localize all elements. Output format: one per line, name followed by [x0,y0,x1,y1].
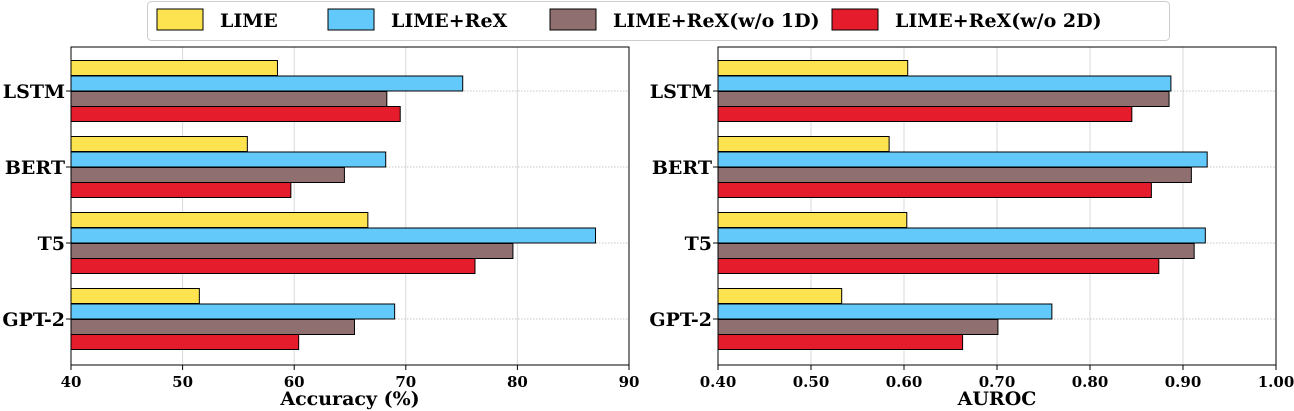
bar-gpt-2-1 [717,288,843,304]
bar-gpt-2-1 [70,288,200,304]
legend-swatch-2 [327,8,375,31]
bar-gpt-2-3 [70,319,355,335]
bar-gpt-2-2 [717,303,1053,320]
bar-bert-2 [70,151,387,168]
x-tick-label: 60 [284,373,305,391]
x-tick-label: 0.60 [886,373,923,391]
x-tick-label: 80 [507,373,528,391]
bar-bert-3 [717,167,1192,183]
bar-lstm-1 [70,60,278,76]
x-tick-label: 50 [172,373,193,391]
bar-bert-3 [70,167,345,183]
bar-lstm-4 [717,106,1133,122]
category-label-gpt-2: GPT-2 [2,309,65,331]
bar-t5-2 [70,227,597,244]
bar-t5-1 [717,212,908,228]
legend-label-3: LIME+ReX(w/o 1D) [613,10,820,32]
legend-swatch-1 [156,8,204,31]
legend-label-4: LIME+ReX(w/o 2D) [895,10,1102,32]
bar-lstm-1 [717,60,909,76]
bar-bert-1 [70,136,248,152]
legend: LIME LIME+ReX LIME+ReX(w/o 1D) LIME+ReX(w/o… [147,1,1170,41]
category-label-t5: T5 [685,233,712,255]
bar-bert-1 [717,136,890,152]
category-label-lstm: LSTM [3,81,65,103]
bar-lstm-2 [70,75,464,92]
x-tick-label: 1.00 [1258,373,1294,391]
x-tick-label: 0.80 [1072,373,1109,391]
legend-swatch-3 [549,8,597,31]
legend-swatch-4 [831,8,879,31]
category-label-bert: BERT [652,157,712,179]
category-label-lstm: LSTM [650,81,712,103]
bar-t5-4 [70,258,476,274]
legend-label-2: LIME+ReX [391,10,508,32]
legend-frame [147,1,1170,41]
plot-frame [70,46,630,366]
bar-gpt-2-4 [717,334,964,350]
category-label-t5: T5 [38,233,65,255]
bar-bert-2 [717,151,1208,168]
bar-gpt-2-4 [70,334,300,350]
bar-lstm-3 [70,91,388,107]
bar-gpt-2-2 [70,303,396,320]
bar-t5-3 [70,243,514,259]
legend-label-1: LIME [220,10,278,32]
bar-lstm-4 [70,106,401,122]
category-label-bert: BERT [5,157,65,179]
category-label-gpt-2: GPT-2 [649,309,712,331]
x-axis-label: Accuracy (%) [279,388,419,410]
x-tick-label: 70 [395,373,416,391]
bar-t5-3 [717,243,1195,259]
accuracy-panel: 40 50 60 70 80 90 LSTM BERT T5 GPT-2 Accuracy (%) [2,46,640,410]
bar-t5-2 [717,227,1206,244]
x-tick-label: 0.70 [979,373,1016,391]
x-tick-label: 0.40 [700,373,737,391]
bar-lstm-2 [717,75,1172,92]
auroc-panel: 0.40 0.50 0.60 0.70 0.80 0.90 1.00 LSTM BERT T5 GP… [649,46,1294,410]
bar-lstm-3 [717,91,1170,107]
bar-bert-4 [70,182,292,198]
x-tick-label: 0.50 [793,373,830,391]
x-tick-label: 90 [619,373,640,391]
bar-gpt-2-3 [717,319,999,335]
x-tick-label: 40 [61,373,82,391]
bar-t5-1 [70,212,369,228]
bar-t5-4 [717,258,1160,274]
x-tick-label: 0.90 [1165,373,1202,391]
bar-bert-4 [717,182,1152,198]
x-axis-label: AUROC [957,388,1037,410]
